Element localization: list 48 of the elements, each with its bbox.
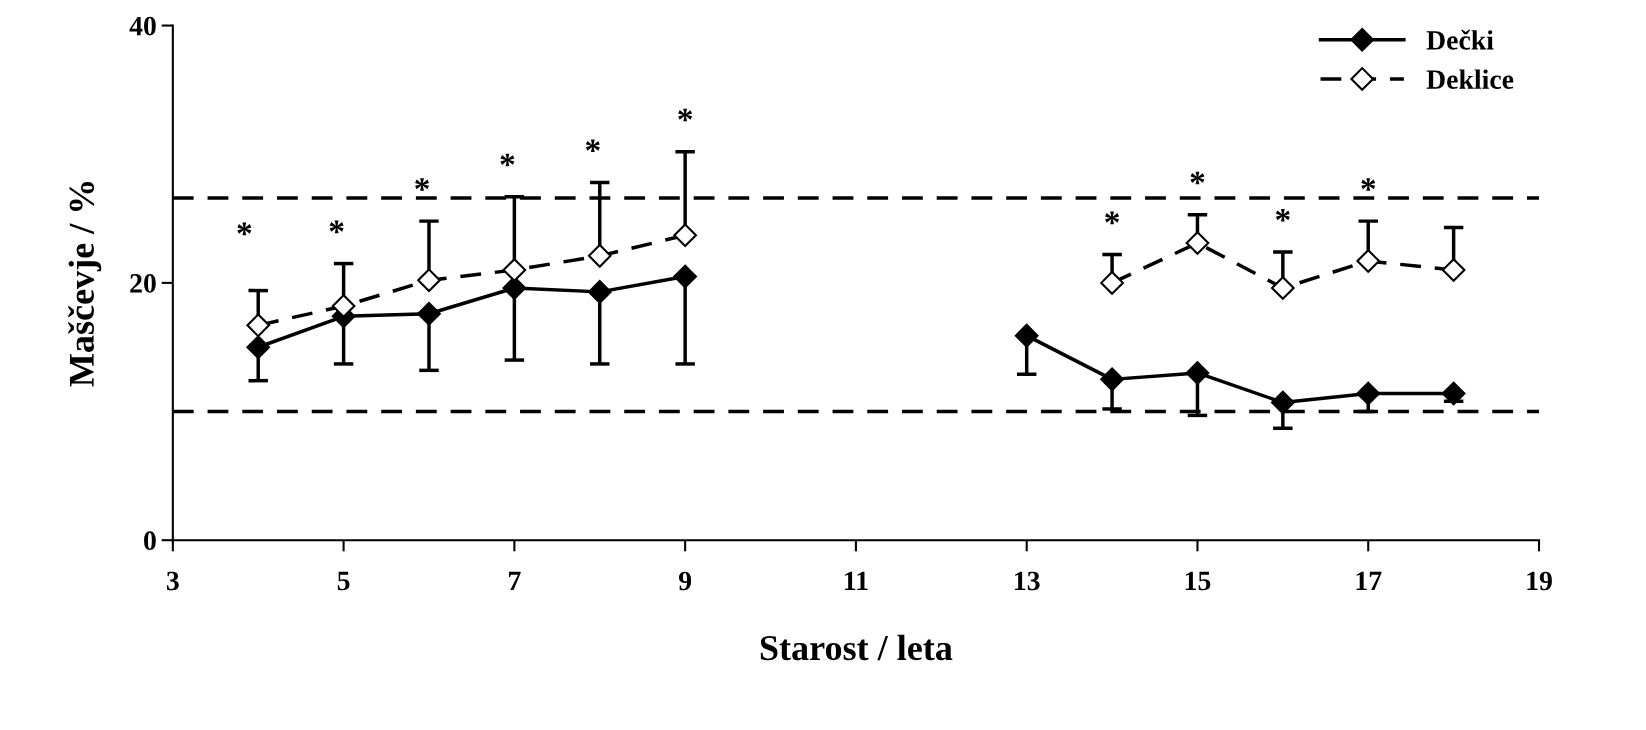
x-tick-label: 7 — [509, 571, 521, 591]
annotation: * — [585, 139, 600, 153]
point — [1185, 231, 1210, 255]
x-tick-label: 3 — [166, 571, 179, 591]
point — [1014, 323, 1039, 348]
point — [1100, 271, 1124, 295]
point — [502, 258, 527, 282]
x-tick-label: 15 — [1185, 571, 1211, 591]
y-tick-label: 20 — [130, 274, 156, 293]
annotation: * — [1105, 211, 1120, 225]
x-tick-label: 19 — [1527, 571, 1552, 591]
annotation: * — [329, 220, 344, 234]
point — [1356, 381, 1381, 406]
annotation: * — [500, 153, 515, 167]
y-axis-title: Maščevje / % — [68, 181, 102, 387]
point — [1271, 390, 1295, 415]
point — [1441, 258, 1466, 282]
point — [587, 244, 612, 268]
point — [331, 294, 356, 318]
point — [673, 264, 697, 289]
point — [673, 223, 697, 248]
legend-label: Deklice — [1426, 69, 1514, 89]
point — [417, 301, 441, 326]
annotation: * — [1361, 178, 1376, 191]
x-tick-label: 11 — [845, 571, 868, 591]
annotation: * — [415, 178, 429, 191]
x-tick-label: 17 — [1356, 571, 1382, 591]
point — [1441, 381, 1466, 406]
point — [1356, 249, 1381, 273]
y-tick-label: 40 — [129, 16, 156, 36]
x-tick-label: 13 — [1015, 571, 1040, 591]
point — [502, 276, 527, 300]
annotation: * — [1275, 209, 1290, 222]
point — [1100, 367, 1124, 392]
annotation: * — [1190, 171, 1205, 185]
x-tick-label: 5 — [337, 571, 350, 591]
annotation: * — [237, 222, 252, 236]
point — [417, 268, 441, 293]
point — [246, 335, 271, 360]
x-axis-title: Starost / leta — [760, 634, 953, 661]
legend-label: Dečki — [1426, 29, 1494, 50]
point — [1271, 276, 1295, 300]
y-tick-label: 0 — [144, 531, 156, 551]
annotation: * — [678, 108, 693, 122]
point — [587, 280, 612, 304]
point — [1185, 361, 1210, 385]
point — [246, 313, 271, 338]
x-tick-label: 9 — [678, 571, 692, 591]
